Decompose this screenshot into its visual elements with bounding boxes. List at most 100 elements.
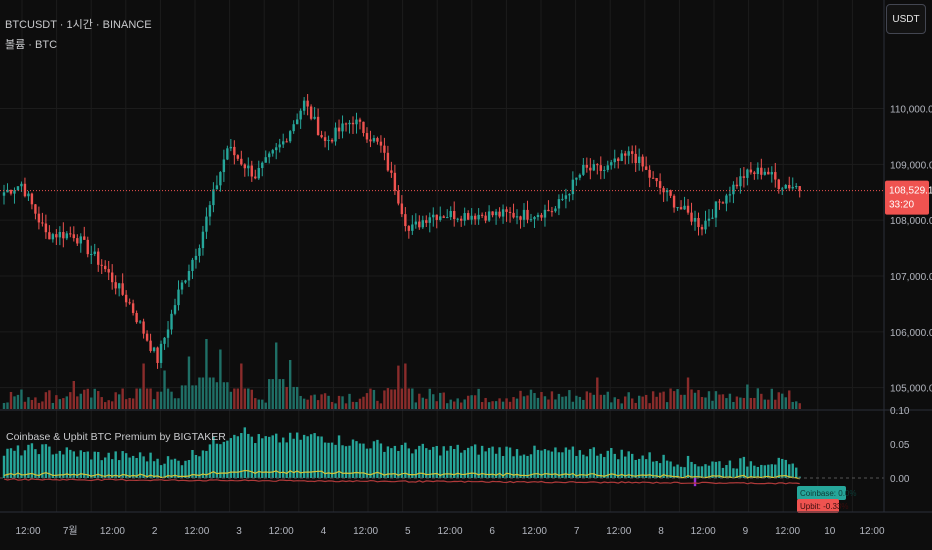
coinbase-label-bg — [797, 486, 846, 500]
premium-bar — [372, 441, 376, 478]
premium-bar — [568, 449, 571, 478]
premium-bar — [540, 450, 543, 478]
volume-bar — [414, 402, 418, 409]
volume-bar — [557, 393, 561, 409]
candle-body — [2, 192, 6, 196]
candle-body — [603, 169, 606, 171]
volume-bar — [404, 363, 407, 409]
volume-bar — [330, 401, 334, 409]
premium-bar — [477, 454, 480, 478]
time-tick-label: 10 — [824, 526, 836, 537]
candle-body — [9, 189, 13, 194]
volume-bar — [718, 394, 721, 409]
volume-bar — [676, 389, 679, 409]
volume-bar — [100, 397, 103, 409]
candle-body — [376, 138, 379, 142]
time-tick-label: 5 — [405, 526, 411, 537]
premium-bar — [721, 467, 725, 478]
candle-body — [617, 158, 620, 161]
candle-body — [351, 122, 355, 125]
premium-bar — [547, 450, 550, 478]
premium-bar — [637, 458, 641, 478]
premium-bar — [463, 450, 466, 478]
premium-bar — [264, 436, 267, 478]
candle-body — [152, 347, 156, 351]
premium-bar — [159, 465, 163, 478]
premium-bar — [114, 451, 117, 478]
volume-bar — [651, 391, 655, 409]
volume-bar — [631, 398, 634, 409]
currency-button[interactable]: USDT — [886, 4, 926, 34]
premium-bar — [519, 455, 522, 478]
premium-bar — [421, 443, 424, 478]
volume-bar — [442, 392, 445, 409]
volume-bar — [351, 401, 355, 409]
volume-bar — [306, 399, 309, 409]
price-tick-label: 109,000.00 — [890, 160, 932, 171]
candle-body — [390, 170, 393, 173]
premium-bar — [351, 439, 355, 478]
premium-bar — [707, 465, 711, 478]
candle-body — [459, 218, 463, 221]
candle-body — [484, 215, 487, 221]
premium-bar — [30, 443, 34, 478]
premium-bar — [124, 453, 128, 478]
candle-body — [41, 222, 44, 224]
volume-bar — [578, 396, 582, 409]
last-price-badge: 108,529.14 33:20 — [885, 180, 932, 215]
candle-body — [383, 145, 386, 153]
volume-bar — [320, 394, 323, 409]
volume-bar — [550, 391, 554, 409]
time-axis: 12:00 7월 12:00 2 12:00 3 12:00 4 12:00 5 12:00 6 12:… — [0, 511, 932, 537]
time-tick-label: 12:00 — [353, 526, 378, 537]
premium-bar — [777, 457, 780, 478]
premium-bar — [658, 463, 662, 478]
time-tick-label: 9 — [743, 526, 749, 537]
candle-body — [299, 110, 302, 120]
candle-body — [117, 283, 121, 289]
premium-bar — [236, 436, 240, 478]
premium-bar — [697, 466, 700, 478]
volume-bar — [446, 403, 449, 409]
candle-body — [37, 213, 41, 223]
premium-bar — [257, 434, 260, 478]
candle-body — [358, 119, 362, 122]
volume-bar — [282, 379, 285, 409]
candle-body — [369, 139, 372, 142]
candle-body — [739, 176, 742, 187]
volume-bar — [547, 399, 550, 409]
candle-body — [578, 174, 582, 178]
premium-bar — [334, 444, 337, 478]
premium-bar — [156, 458, 159, 478]
premium-bar — [554, 447, 557, 478]
premium-bar — [365, 448, 369, 478]
premium-bar — [2, 455, 6, 478]
volume-bar — [13, 396, 16, 409]
volume-bar — [285, 386, 288, 409]
premium-bar — [201, 450, 205, 478]
volume-bar — [201, 377, 205, 409]
premium-bar — [526, 455, 529, 478]
candle-body — [428, 217, 431, 223]
candle-body — [505, 209, 508, 212]
candle-body — [425, 220, 428, 223]
volume-bar — [2, 402, 6, 409]
premium-bar — [292, 438, 295, 478]
volume-bar — [86, 388, 89, 409]
premium-bar — [86, 451, 89, 478]
volume-bar — [149, 388, 152, 409]
premium-bar — [456, 444, 459, 478]
premium-bar — [173, 458, 177, 478]
premium-bar — [240, 433, 243, 478]
premium-bar — [229, 438, 233, 478]
volume-bar — [711, 400, 714, 409]
candle-body — [470, 215, 473, 220]
candle-body — [571, 179, 575, 195]
candle-body — [236, 155, 240, 159]
premium-bar — [425, 448, 428, 478]
premium-bar — [55, 453, 58, 478]
volume-bar — [533, 393, 536, 409]
premium-bar — [128, 457, 131, 478]
premium-bar — [362, 443, 365, 478]
